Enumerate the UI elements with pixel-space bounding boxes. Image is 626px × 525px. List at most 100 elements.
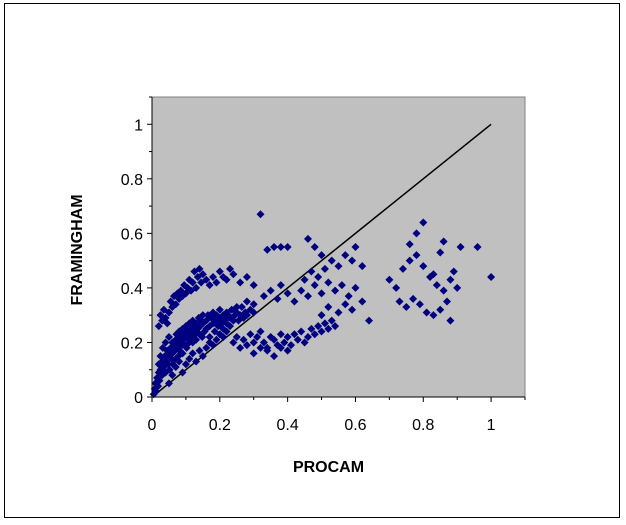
data-point xyxy=(165,365,174,374)
data-point xyxy=(415,300,424,309)
data-point xyxy=(205,333,214,341)
reference-line xyxy=(151,123,492,398)
data-point xyxy=(154,382,163,391)
data-point xyxy=(175,357,184,366)
data-point xyxy=(229,338,238,347)
data-point xyxy=(198,352,207,361)
data-point xyxy=(249,281,258,290)
data-point xyxy=(242,273,251,281)
data-point xyxy=(283,333,292,341)
data-point xyxy=(320,319,329,328)
data-point xyxy=(188,278,197,287)
data-point xyxy=(219,333,228,341)
data-point xyxy=(155,376,164,385)
data-point xyxy=(358,262,367,271)
data-point xyxy=(178,349,187,358)
data-point xyxy=(398,264,407,273)
y-tick-label: 0.4 xyxy=(121,281,143,298)
data-point xyxy=(334,308,343,317)
data-point xyxy=(256,327,265,336)
data-point xyxy=(212,278,221,287)
data-point xyxy=(290,297,299,306)
data-point xyxy=(419,218,428,227)
data-point xyxy=(242,341,251,350)
data-point xyxy=(222,327,231,336)
data-point xyxy=(337,281,346,290)
data-point xyxy=(436,248,445,257)
data-point xyxy=(412,229,421,238)
data-point xyxy=(331,322,340,331)
data-point xyxy=(263,245,272,254)
data-point xyxy=(236,343,245,352)
data-point xyxy=(307,267,316,276)
data-point xyxy=(422,308,431,317)
data-point xyxy=(236,278,245,287)
data-point xyxy=(212,335,221,344)
data-point xyxy=(473,243,482,251)
x-tick-label: 0 xyxy=(148,417,157,434)
data-point xyxy=(239,335,248,344)
data-point xyxy=(341,251,350,260)
data-point xyxy=(429,311,438,320)
data-point xyxy=(283,346,292,355)
data-point xyxy=(215,305,224,314)
data-point xyxy=(178,368,187,377)
data-point xyxy=(358,297,367,306)
y-tick-label: 0.2 xyxy=(121,335,143,352)
data-point xyxy=(192,335,201,344)
data-point xyxy=(456,243,465,251)
y-axis-title: FRAMINGHAM xyxy=(69,194,86,305)
data-point xyxy=(317,289,326,298)
data-point xyxy=(192,283,201,292)
data-point xyxy=(385,275,394,284)
data-point xyxy=(405,256,414,265)
data-point xyxy=(290,330,299,339)
data-point xyxy=(310,243,319,251)
data-point xyxy=(249,338,258,347)
data-point xyxy=(192,357,201,366)
x-tick-label: 0.4 xyxy=(277,417,299,434)
data-point xyxy=(365,316,374,325)
data-point xyxy=(229,270,238,279)
data-point xyxy=(310,281,319,290)
data-point xyxy=(270,352,279,361)
data-point xyxy=(270,243,279,251)
data-point xyxy=(297,327,306,336)
x-tick-label: 1 xyxy=(487,417,496,434)
data-point xyxy=(171,363,180,371)
data-point xyxy=(344,292,353,301)
data-point xyxy=(297,286,306,295)
data-point xyxy=(324,324,333,333)
data-point xyxy=(215,267,224,276)
data-point xyxy=(242,311,251,320)
data-point xyxy=(320,264,329,273)
data-point xyxy=(185,354,194,363)
data-point xyxy=(249,300,258,309)
data-point xyxy=(164,308,173,317)
data-point xyxy=(232,333,241,341)
data-point xyxy=(351,283,360,292)
data-point xyxy=(273,294,282,303)
data-point xyxy=(280,338,289,347)
data-point xyxy=(198,270,207,279)
data-point xyxy=(209,273,218,281)
data-point xyxy=(317,327,326,336)
data-point xyxy=(225,322,234,331)
data-point xyxy=(181,360,190,369)
data-point xyxy=(188,349,197,358)
data-point xyxy=(303,292,312,301)
data-point xyxy=(171,300,180,309)
data-point xyxy=(253,333,262,341)
data-point xyxy=(348,256,357,265)
data-point xyxy=(195,264,204,273)
data-point xyxy=(446,316,455,325)
data-point xyxy=(249,349,258,358)
data-point xyxy=(334,262,343,271)
data-point xyxy=(293,335,302,344)
data-point xyxy=(222,275,231,284)
data-point xyxy=(439,286,448,295)
data-point xyxy=(246,330,255,339)
data-point xyxy=(266,286,275,295)
x-tick-label: 0.6 xyxy=(344,417,366,434)
